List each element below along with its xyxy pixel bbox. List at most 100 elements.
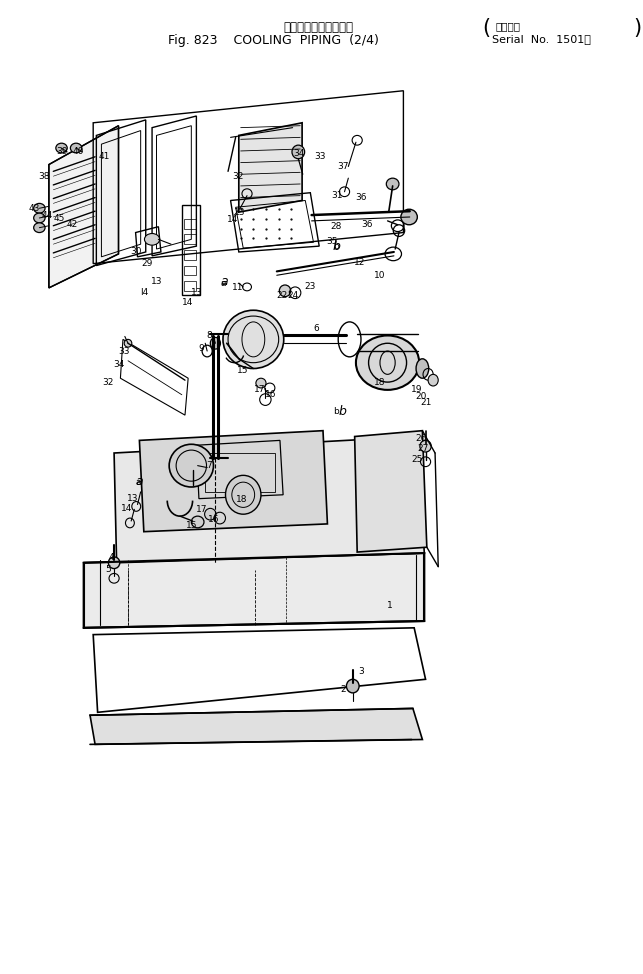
- Text: (: (: [482, 18, 490, 38]
- Bar: [185, 266, 195, 276]
- Text: a: a: [136, 474, 143, 488]
- Text: b: b: [333, 242, 338, 250]
- Ellipse shape: [292, 145, 305, 159]
- Text: 31: 31: [331, 191, 343, 200]
- Text: 9: 9: [199, 344, 204, 353]
- Text: 適用号機: 適用号機: [495, 20, 520, 31]
- Text: 1: 1: [386, 601, 392, 610]
- Bar: [182, 206, 199, 295]
- Text: 13: 13: [150, 277, 162, 285]
- Text: 34: 34: [293, 149, 305, 159]
- Text: 35: 35: [326, 237, 338, 245]
- Text: 11: 11: [231, 283, 243, 292]
- Text: 20: 20: [415, 393, 427, 401]
- Text: 17: 17: [195, 505, 207, 514]
- Text: 14: 14: [121, 504, 132, 513]
- Ellipse shape: [56, 143, 68, 153]
- Ellipse shape: [428, 374, 439, 386]
- Text: 6: 6: [314, 324, 320, 333]
- Text: 38: 38: [39, 171, 50, 181]
- Ellipse shape: [356, 335, 419, 390]
- Text: 26: 26: [415, 434, 427, 443]
- Ellipse shape: [416, 358, 429, 378]
- Ellipse shape: [70, 143, 82, 153]
- Text: 36: 36: [355, 193, 367, 202]
- Text: Serial  No.  1501～: Serial No. 1501～: [492, 34, 591, 45]
- Ellipse shape: [33, 213, 45, 223]
- Text: 7: 7: [206, 461, 212, 470]
- Ellipse shape: [256, 378, 266, 388]
- Polygon shape: [140, 431, 327, 532]
- Text: ): ): [633, 18, 641, 38]
- Ellipse shape: [347, 679, 359, 693]
- Text: 42: 42: [67, 220, 78, 229]
- Text: 33: 33: [118, 347, 129, 356]
- Ellipse shape: [226, 475, 261, 514]
- Ellipse shape: [386, 178, 399, 190]
- Text: 24: 24: [287, 291, 298, 300]
- Polygon shape: [239, 123, 302, 212]
- Text: b: b: [333, 240, 341, 252]
- Text: Fig. 823    COOLING  PIPING  (2/4): Fig. 823 COOLING PIPING (2/4): [168, 34, 379, 48]
- Text: 21: 21: [421, 398, 432, 407]
- Text: 14: 14: [182, 298, 193, 307]
- Polygon shape: [114, 436, 424, 563]
- Ellipse shape: [401, 209, 417, 225]
- Text: 2: 2: [340, 685, 346, 693]
- Ellipse shape: [124, 339, 132, 347]
- Text: 41: 41: [98, 152, 110, 162]
- Bar: [205, 453, 275, 492]
- Text: I4: I4: [140, 288, 149, 297]
- Text: 43: 43: [29, 204, 40, 212]
- Ellipse shape: [33, 204, 45, 213]
- Text: a: a: [220, 279, 226, 287]
- Ellipse shape: [169, 444, 213, 487]
- Text: 16: 16: [266, 391, 277, 399]
- Text: 36: 36: [361, 220, 373, 229]
- Polygon shape: [90, 708, 422, 744]
- Text: 45: 45: [54, 214, 66, 223]
- Bar: [185, 281, 195, 291]
- Text: 15: 15: [186, 521, 197, 531]
- Text: 22: 22: [276, 291, 287, 300]
- Text: 23: 23: [305, 282, 316, 291]
- Text: 14: 14: [228, 215, 239, 224]
- Text: 13: 13: [190, 288, 202, 297]
- Text: 5: 5: [105, 565, 111, 574]
- Text: 28: 28: [330, 222, 341, 231]
- Polygon shape: [355, 431, 427, 552]
- Text: 18: 18: [236, 495, 248, 505]
- Text: 16: 16: [208, 514, 220, 524]
- Text: 37: 37: [338, 162, 349, 171]
- Text: a: a: [136, 477, 141, 487]
- Text: 27: 27: [417, 443, 429, 453]
- Text: 13: 13: [233, 207, 245, 216]
- Bar: [185, 235, 195, 244]
- Text: b: b: [333, 407, 338, 416]
- Ellipse shape: [279, 285, 291, 297]
- Ellipse shape: [145, 234, 159, 245]
- Text: 18: 18: [374, 378, 386, 387]
- Text: a: a: [221, 275, 228, 287]
- Text: クーリングパイピング: クーリングパイピング: [283, 20, 353, 34]
- Ellipse shape: [223, 311, 284, 368]
- Text: 32: 32: [232, 171, 243, 181]
- Ellipse shape: [33, 223, 45, 233]
- Text: 10: 10: [374, 271, 386, 280]
- Ellipse shape: [210, 337, 221, 349]
- Text: 12: 12: [354, 258, 365, 267]
- Text: 17: 17: [254, 386, 266, 394]
- Text: 44: 44: [41, 210, 53, 219]
- Text: 34: 34: [113, 360, 124, 369]
- Text: 40: 40: [73, 147, 84, 157]
- Polygon shape: [49, 126, 118, 288]
- Text: 33: 33: [314, 152, 325, 162]
- Bar: [185, 219, 195, 229]
- Text: 15: 15: [237, 366, 248, 375]
- Ellipse shape: [192, 516, 204, 528]
- Text: 29: 29: [141, 259, 152, 268]
- Ellipse shape: [420, 440, 431, 452]
- Text: 32: 32: [102, 378, 113, 387]
- Text: 30: 30: [130, 247, 141, 256]
- Text: 25: 25: [411, 455, 422, 465]
